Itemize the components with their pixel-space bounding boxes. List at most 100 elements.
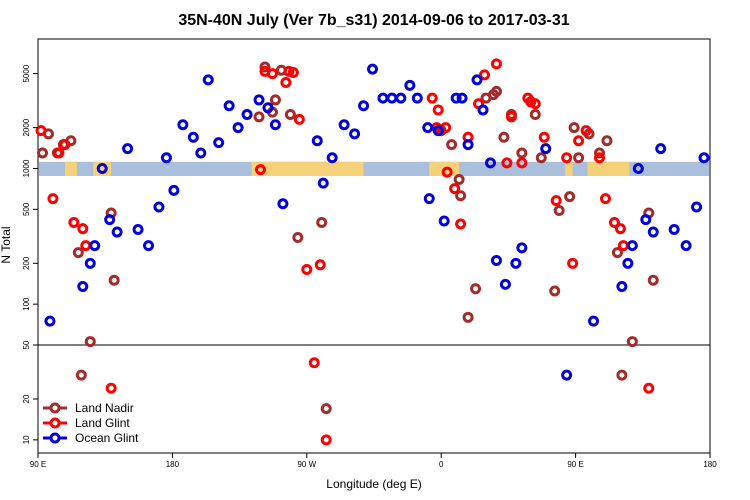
ocean-glint-point bbox=[490, 254, 502, 266]
ocean-glint-point bbox=[195, 147, 207, 159]
ocean-glint-point bbox=[358, 100, 370, 112]
ocean-glint-legend-label: Ocean Glint bbox=[75, 431, 139, 445]
ocean-glint-point bbox=[423, 193, 435, 205]
land-glint-point bbox=[293, 113, 305, 125]
land-glint-point bbox=[449, 183, 461, 195]
land-glint-point bbox=[516, 157, 528, 169]
x-tick-label: 90 E bbox=[567, 460, 583, 469]
ocean-glint-point bbox=[168, 184, 180, 196]
ocean-glint-point bbox=[349, 128, 361, 140]
ocean-glint-point bbox=[655, 143, 667, 155]
ocean-glint-point bbox=[223, 100, 235, 112]
ocean-glint-point bbox=[395, 92, 407, 104]
land-glint-point bbox=[47, 193, 59, 205]
ocean-glint-point bbox=[177, 119, 189, 131]
land-nadir-point bbox=[292, 231, 304, 243]
ocean-glint-legend-marker bbox=[49, 432, 61, 444]
land-glint-point bbox=[490, 58, 502, 70]
band-land-4 bbox=[565, 161, 573, 177]
ocean-glint-point bbox=[438, 215, 450, 227]
ocean-glint-point bbox=[269, 119, 281, 131]
ocean-glint-point bbox=[432, 125, 444, 137]
band-land-5 bbox=[587, 161, 630, 177]
land-glint-legend-marker bbox=[49, 417, 61, 429]
land-glint-point bbox=[287, 66, 299, 78]
land-glint-point bbox=[567, 257, 579, 269]
ocean-glint-point bbox=[232, 122, 244, 134]
ocean-glint-point bbox=[477, 104, 489, 116]
land-glint-legend-label: Land Glint bbox=[75, 416, 130, 430]
land-glint-point bbox=[529, 98, 541, 110]
ocean-glint-point bbox=[132, 224, 144, 236]
ocean-glint-point bbox=[647, 226, 659, 238]
land-nadir-point bbox=[568, 122, 580, 134]
land-nadir-point bbox=[320, 403, 332, 415]
land-nadir-point bbox=[462, 311, 474, 323]
ocean-glint-point bbox=[404, 79, 416, 91]
ocean-glint-point bbox=[484, 157, 496, 169]
x-tick-label: 180 bbox=[703, 460, 717, 469]
land-glint-point bbox=[455, 218, 467, 230]
land-glint-point bbox=[479, 69, 491, 81]
ocean-glint-point bbox=[691, 201, 703, 213]
plot-area bbox=[37, 38, 711, 454]
ocean-glint-point bbox=[367, 63, 379, 75]
land-glint-point bbox=[280, 77, 292, 89]
land-nadir-point bbox=[108, 274, 120, 286]
land-glint-point bbox=[314, 259, 326, 271]
ocean-glint-point bbox=[622, 257, 634, 269]
ocean-glint-point bbox=[462, 139, 474, 151]
band-ocean bbox=[39, 161, 709, 177]
ocean-glint-point bbox=[616, 280, 628, 292]
ocean-glint-point bbox=[187, 131, 199, 143]
y-tick-label: 1000 bbox=[22, 159, 31, 177]
land-nadir-legend-label: Land Nadir bbox=[75, 401, 134, 415]
x-axis-label: Longitude (deg E) bbox=[326, 477, 421, 491]
land-nadir-point bbox=[470, 283, 482, 295]
land-nadir-point bbox=[549, 285, 561, 297]
land-nadir-point bbox=[611, 247, 623, 259]
ocean-glint-point bbox=[104, 214, 116, 226]
land-nadir-point bbox=[593, 147, 605, 159]
ocean-glint-point bbox=[160, 152, 172, 164]
ocean-glint-point bbox=[317, 177, 329, 189]
land-glint-point bbox=[426, 92, 438, 104]
land-nadir-point bbox=[490, 85, 502, 97]
ocean-glint-point bbox=[450, 92, 462, 104]
plot-frame bbox=[37, 38, 711, 454]
land-glint-point bbox=[599, 193, 611, 205]
land-nadir-point bbox=[455, 190, 467, 202]
data-points bbox=[35, 58, 710, 446]
ocean-glint-point bbox=[338, 119, 350, 131]
land-glint-point bbox=[320, 434, 332, 446]
land-nadir-point bbox=[498, 131, 510, 143]
ocean-glint-point bbox=[262, 102, 274, 114]
ocean-glint-point bbox=[626, 240, 638, 252]
land-glint-point bbox=[68, 216, 80, 228]
ocean-glint-point bbox=[143, 240, 155, 252]
land-nadir-point bbox=[626, 336, 638, 348]
x-tick-label: 90 E bbox=[30, 460, 46, 469]
land-glint-point bbox=[550, 195, 562, 207]
land-glint-point bbox=[614, 223, 626, 235]
land-nadir-point bbox=[647, 274, 659, 286]
ocean-glint-point bbox=[326, 152, 338, 164]
land-nadir-point bbox=[573, 152, 585, 164]
ocean-glint-point bbox=[122, 143, 134, 155]
land-nadir-point bbox=[601, 135, 613, 147]
ocean-glint-point bbox=[44, 315, 56, 327]
land-glint-point bbox=[432, 104, 444, 116]
land-nadir-point bbox=[72, 247, 84, 259]
land-nadir-point bbox=[75, 369, 87, 381]
land-glint-point bbox=[538, 131, 550, 143]
ocean-glint-point bbox=[698, 152, 710, 164]
ocean-glint-point bbox=[253, 94, 265, 106]
land-glint-point bbox=[608, 216, 620, 228]
ocean-glint-point bbox=[561, 369, 573, 381]
ocean-glint-point bbox=[84, 257, 96, 269]
x-tick-label: 90 W bbox=[297, 460, 316, 469]
ocean-glint-point bbox=[499, 278, 511, 290]
ocean-glint-point bbox=[311, 135, 323, 147]
